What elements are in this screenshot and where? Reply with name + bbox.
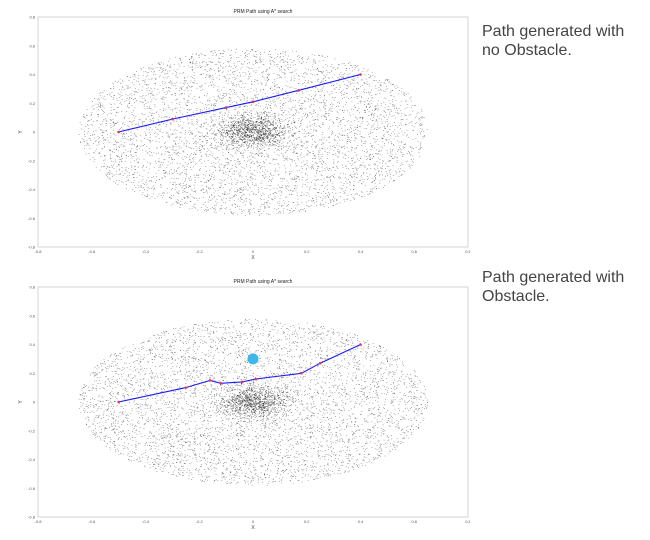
astar-path-line xyxy=(118,73,361,133)
y-tick-label: 0.4 xyxy=(29,72,35,77)
obstacle-marker xyxy=(247,353,259,365)
chart-title: PRM Path using A* search xyxy=(234,279,293,285)
x-tick-label: -0.4 xyxy=(142,519,150,524)
x-tick-label: 0.4 xyxy=(358,519,364,524)
y-tick-label: -0.6 xyxy=(28,486,36,491)
chart-panel-no-obstacle: PRM Path using A* search -0.8 -0.6 -0.4 -0.2… xyxy=(0,0,470,265)
x-tick-label: 0.8 xyxy=(465,249,470,254)
y-tick-label: 0.4 xyxy=(29,342,35,347)
y-tick-label: 0 xyxy=(33,130,36,135)
y-tick-label: -0.2 xyxy=(28,158,36,163)
path-node-point xyxy=(219,382,223,385)
caption-no-obstacle: Path generated with no Obstacle. xyxy=(482,23,625,59)
path-node-point xyxy=(254,377,257,381)
x-tick-label: -0.2 xyxy=(196,519,204,524)
x-tick-label: 0.4 xyxy=(358,249,364,254)
y-tick-label: -0.2 xyxy=(28,428,36,433)
prm-sample-points xyxy=(78,48,428,216)
y-tick-label: 0.8 xyxy=(29,15,35,20)
y-tick-label: 0.2 xyxy=(29,371,35,376)
y-tick-label: -0.4 xyxy=(28,187,36,192)
astar-path-line xyxy=(118,344,361,403)
path-node-point xyxy=(297,89,300,92)
y-axis-label: Y xyxy=(18,400,24,404)
caption-with-obstacle: Path generated with Obstacle. xyxy=(482,269,625,305)
path-node-point xyxy=(117,130,120,134)
y-tick-label: -0.4 xyxy=(28,457,36,462)
y-tick-label: 0 xyxy=(33,400,36,405)
y-tick-label: -0.8 xyxy=(28,245,36,250)
y-tick-label: 0.2 xyxy=(29,101,35,106)
x-tick-label: -0.8 xyxy=(35,249,43,254)
plot-frame xyxy=(37,286,469,518)
x-tick-label: -0.6 xyxy=(88,249,96,254)
x-tick-label: 0.6 xyxy=(411,249,417,254)
x-tick-label: -0.4 xyxy=(142,249,150,254)
prm-plot-with-obstacle: PRM Path using A* search -0.8 -0.6 -0.4 -0.2… xyxy=(18,279,470,531)
path-node-point xyxy=(184,386,188,389)
sample-point-cloud xyxy=(78,318,429,486)
prm-plot-no-obstacle: PRM Path using A* search -0.8 -0.6 -0.4 -0.2… xyxy=(18,9,470,261)
x-tick-label: 0 xyxy=(252,519,255,524)
path-node-point xyxy=(240,380,244,384)
path-node-point xyxy=(359,343,362,346)
chart-title: PRM Path using A* search xyxy=(234,9,293,15)
prm-sample-points xyxy=(78,318,429,486)
x-tick-label: 0.8 xyxy=(465,519,470,524)
sample-point-cloud xyxy=(78,48,428,216)
path-node-point xyxy=(300,371,303,375)
x-tick-label: -0.2 xyxy=(196,249,204,254)
y-tick-label: -0.8 xyxy=(28,515,36,520)
y-tick-label: -0.6 xyxy=(28,216,36,221)
path-node-point xyxy=(359,73,362,76)
x-tick-label: 0.2 xyxy=(304,249,310,254)
x-tick-label: 0 xyxy=(252,249,255,254)
path-node-point xyxy=(208,379,212,382)
path-node-point xyxy=(251,100,255,104)
y-axis-label: Y xyxy=(18,130,24,134)
y-tick-label: 0.8 xyxy=(29,285,35,290)
path-node-point xyxy=(224,106,228,109)
path-node-point xyxy=(318,361,322,365)
x-tick-label: -0.8 xyxy=(35,519,43,524)
chart-panel-with-obstacle: PRM Path using A* search -0.8 -0.6 -0.4 -0.2… xyxy=(0,270,470,535)
y-tick-label: 0.6 xyxy=(29,313,35,318)
plot-frame xyxy=(37,16,469,248)
x-axis-label: X xyxy=(251,525,255,531)
x-tick-label: 0.2 xyxy=(304,519,310,524)
path-node-point xyxy=(117,400,120,404)
x-tick-label: 0.6 xyxy=(411,519,417,524)
x-tick-label: -0.6 xyxy=(88,519,96,524)
path-node-point xyxy=(171,117,174,121)
y-tick-label: 0.6 xyxy=(29,43,35,48)
x-axis-label: X xyxy=(251,255,255,261)
